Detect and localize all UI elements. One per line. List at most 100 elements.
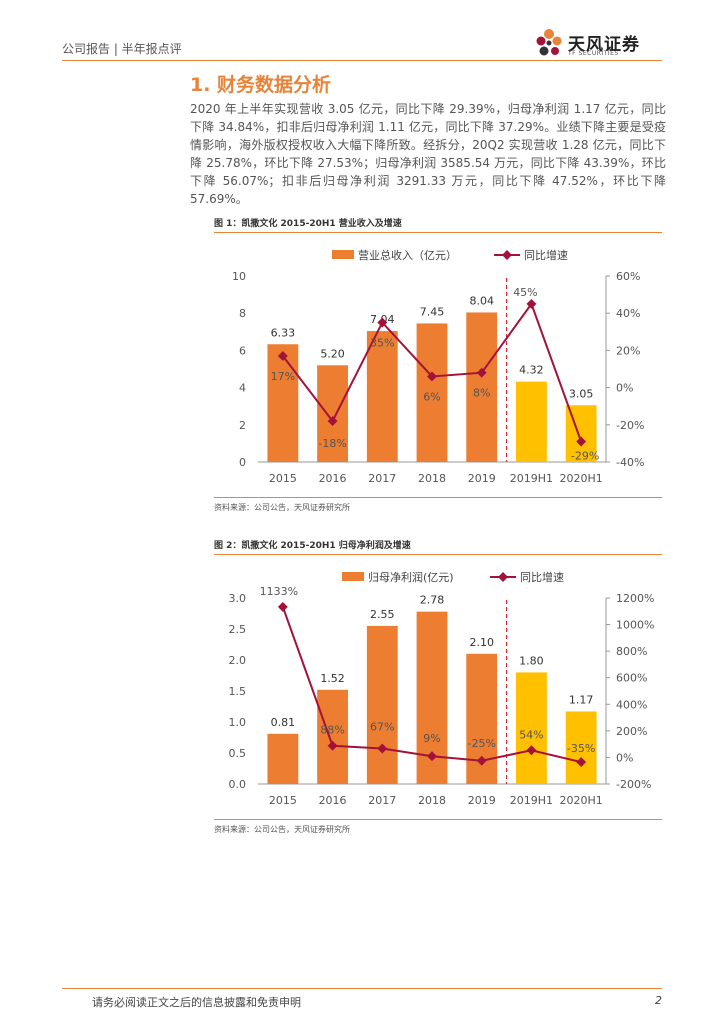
figure2-chart: 0.0 0.5 1.0 1.5 2.0 2.5 3.0 -200% 0% 200% 400% 600%…	[214, 562, 662, 812]
bar	[366, 331, 398, 462]
y-left-tick-label: 2.5	[229, 623, 247, 636]
bar-value-label: 5.20	[320, 347, 345, 360]
logo: 天风证券 TF SECURITIES	[532, 26, 662, 60]
y-right-tick-label: -20%	[616, 419, 644, 432]
growth-value-label: -18%	[318, 437, 346, 450]
bar	[516, 381, 547, 462]
legend-bar-label: 营业总收入（亿元）	[358, 248, 457, 262]
y-right-tick-label: 400%	[616, 698, 647, 711]
legend-bar-swatch	[342, 572, 364, 581]
growth-value-label: 67%	[370, 721, 394, 734]
x-tick-label: 2017	[368, 794, 396, 807]
logo-name: 天风证券	[568, 35, 640, 55]
growth-value-label: 6%	[423, 390, 440, 403]
bar-value-label: 1.80	[519, 654, 544, 667]
bar	[416, 323, 448, 462]
y-left-tick-label: 4	[239, 382, 246, 395]
footer-disclaimer: 请务必阅读正文之后的信息披露和免责申明	[92, 996, 301, 1009]
y-right-tick-label: 1200%	[616, 592, 654, 605]
footer-divider	[62, 988, 662, 989]
bar	[267, 733, 299, 784]
growth-value-label: 17%	[271, 370, 295, 383]
growth-point	[327, 416, 338, 427]
bar-value-label: 4.32	[519, 364, 544, 377]
y-right-tick-label: 200%	[616, 725, 647, 738]
growth-value-label: 54%	[519, 728, 543, 741]
y-left-tick-label: 1.5	[229, 685, 247, 698]
x-tick-label: 2019	[468, 472, 496, 485]
figure1-caption: 图 1：凯撒文化 2015-20H1 营业收入及增速	[214, 219, 402, 229]
growth-value-label: -35%	[567, 742, 595, 755]
growth-value-label: 45%	[513, 286, 537, 299]
x-tick-label: 2019H1	[510, 794, 553, 807]
growth-point	[277, 601, 288, 612]
growth-point	[377, 317, 388, 328]
y-right-tick-label: 1000%	[616, 619, 654, 632]
growth-value-label: -25%	[468, 737, 496, 750]
revenue-chart: 0 2 4 6 8 10 -40% -20% 0% 20% 40% 60% 6.33 2015 5.20 20…	[232, 248, 644, 485]
y-left-tick-label: 3.0	[229, 592, 247, 605]
growth-value-label: 9%	[423, 732, 440, 745]
y-left-tick-label: 0.5	[229, 747, 247, 760]
figure1-divider	[214, 232, 662, 233]
bar-value-label: 6.33	[271, 326, 296, 339]
bar-value-label: 7.45	[420, 305, 445, 318]
y-right-tick-label: 600%	[616, 672, 647, 685]
y-right-tick-label: -40%	[616, 456, 644, 469]
bar	[317, 365, 348, 462]
growth-point	[576, 436, 587, 447]
logo-flower-icon	[536, 29, 562, 56]
section-title: 1. 财务数据分析	[190, 74, 332, 96]
x-tick-label: 2016	[319, 472, 347, 485]
y-right-tick-label: 60%	[616, 270, 640, 283]
y-right-tick-label: 0%	[616, 751, 633, 764]
figure1-bottom-divider	[214, 497, 662, 498]
bar-value-label: 2.10	[469, 636, 494, 649]
page-number: 2	[655, 994, 662, 1007]
bar-value-label: 1.17	[569, 693, 594, 706]
y-right-tick-label: 20%	[616, 344, 640, 357]
bar	[317, 689, 348, 784]
analysis-paragraph: 2020 年上半年实现营收 3.05 亿元，同比下降 29.39%，归母净利润 …	[190, 102, 666, 206]
bar-value-label: 8.04	[469, 294, 494, 307]
legend-bar-label: 归母净利润(亿元)	[368, 570, 454, 584]
y-right-tick-label: -200%	[616, 778, 651, 791]
legend-bar-swatch	[332, 250, 354, 259]
y-left-tick-label: 0	[239, 456, 246, 469]
y-left-tick-label: 8	[239, 307, 246, 320]
growth-value-label: 1133%	[260, 585, 298, 598]
legend-line-marker	[502, 250, 512, 260]
bar	[466, 312, 498, 462]
figure2-divider	[214, 554, 662, 555]
y-left-tick-label: 6	[239, 344, 246, 357]
growth-value-label: 88%	[320, 724, 344, 737]
figure1-chart: 0 2 4 6 8 10 -40% -20% 0% 20% 40% 60% 6.33 2015 5.20 20…	[214, 240, 662, 490]
x-tick-label: 2018	[418, 472, 446, 485]
figure2-caption: 图 2：凯撒文化 2015-20H1 归母净利润及增速	[214, 541, 411, 551]
bar	[267, 344, 299, 462]
y-left-tick-label: 2.0	[229, 654, 247, 667]
x-tick-label: 2018	[418, 794, 446, 807]
figure2-bottom-divider	[214, 819, 662, 820]
legend-line-label: 同比增速	[520, 570, 564, 584]
y-left-tick-label: 2	[239, 419, 246, 432]
growth-value-label: -29%	[571, 450, 599, 463]
legend-line-label: 同比增速	[524, 248, 568, 262]
bar	[366, 625, 398, 784]
bar-value-label: 0.81	[271, 716, 296, 729]
x-tick-label: 2015	[269, 472, 297, 485]
growth-point	[277, 351, 288, 361]
figure1-source: 资料来源：公司公告，天风证券研究所	[214, 503, 350, 512]
y-right-tick-label: 0%	[616, 382, 633, 395]
growth-value-label: 8%	[473, 387, 490, 400]
x-tick-label: 2020H1	[560, 472, 603, 485]
bar-value-label: 2.55	[370, 608, 395, 621]
net-profit-chart: 0.0 0.5 1.0 1.5 2.0 2.5 3.0 -200% 0% 200% 400% 600%…	[229, 570, 655, 807]
header-divider	[62, 60, 662, 61]
bar-value-label: 3.05	[569, 387, 594, 400]
bar-value-label: 1.52	[320, 672, 345, 685]
logo-subtitle: TF SECURITIES	[568, 50, 619, 57]
x-tick-label: 2019	[468, 794, 496, 807]
y-left-tick-label: 0.0	[229, 778, 247, 791]
growth-value-label: 35%	[370, 337, 394, 350]
